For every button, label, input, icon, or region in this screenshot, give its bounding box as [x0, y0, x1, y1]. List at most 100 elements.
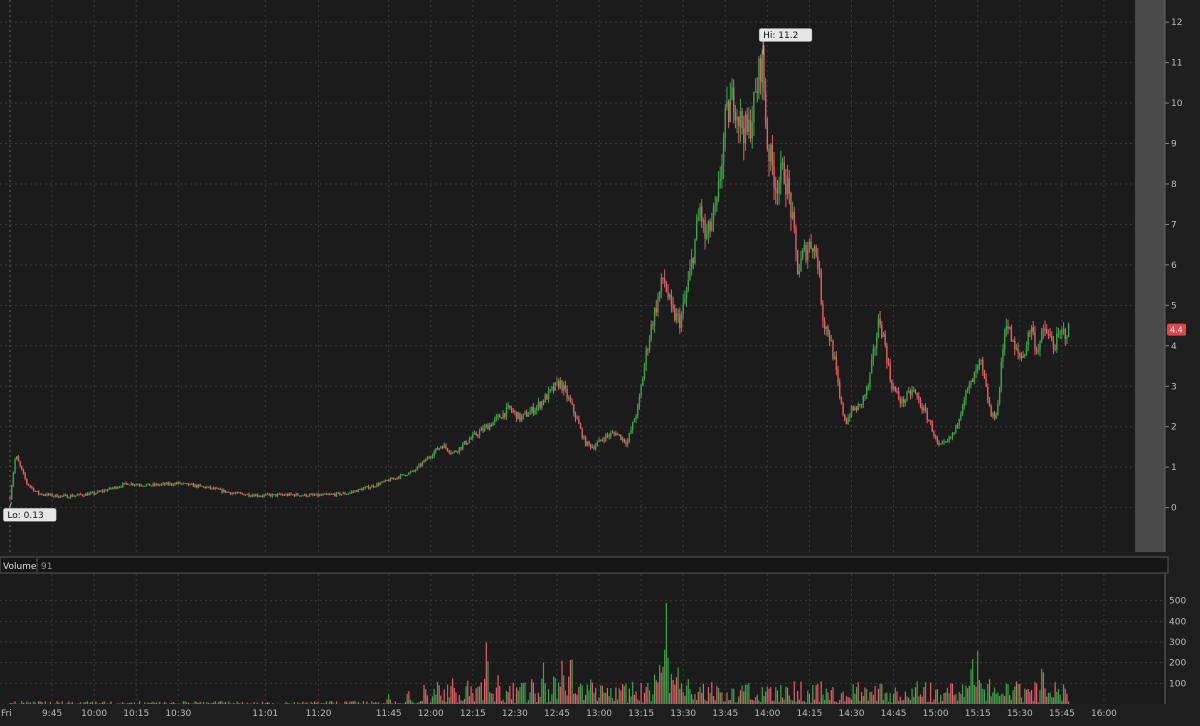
volume-bar — [423, 684, 425, 704]
candle-body — [916, 393, 918, 397]
candle-body — [451, 452, 454, 454]
volume-bar — [334, 703, 336, 705]
volume-bar — [628, 688, 630, 704]
candle-body — [724, 107, 726, 138]
candle-body — [754, 91, 757, 93]
candle-body — [386, 479, 388, 481]
volume-bar — [970, 669, 972, 704]
volume-bar — [633, 694, 635, 704]
volume-bar — [926, 701, 928, 704]
candle-body — [148, 483, 151, 486]
candle-body — [32, 487, 35, 491]
candle-body — [164, 483, 166, 485]
candle-body — [463, 441, 466, 445]
candle-body — [460, 447, 462, 449]
volume-bar — [500, 701, 503, 704]
candle-body — [630, 430, 632, 434]
volume-bar — [564, 690, 566, 704]
candle-body — [1019, 352, 1021, 356]
volume-bar — [248, 703, 250, 705]
candle-body — [951, 433, 954, 438]
candle-body — [229, 492, 232, 495]
volume-bar — [445, 701, 447, 704]
candle-body — [759, 58, 762, 82]
low-label-box — [3, 508, 57, 522]
volume-bar — [1017, 683, 1019, 704]
candle-body — [317, 493, 319, 497]
price-scrollbar[interactable] — [1135, 0, 1165, 552]
candle-body — [719, 178, 721, 182]
candle-body — [601, 439, 604, 441]
volume-bar — [760, 702, 762, 704]
volume-bar — [566, 695, 568, 704]
volume-bar — [231, 703, 233, 705]
volume-bar — [766, 686, 768, 704]
volume-bar — [436, 681, 439, 704]
time-tick-label: 11:20 — [306, 709, 332, 719]
candle-body — [66, 494, 68, 498]
candle-body — [256, 494, 259, 497]
candle-body — [652, 324, 654, 326]
candle-body — [374, 486, 376, 488]
candle-body — [655, 308, 657, 313]
candle-body — [1054, 348, 1056, 350]
volume-bar — [453, 687, 455, 704]
candle-body — [416, 466, 418, 470]
candle-body — [867, 386, 870, 388]
candle-body — [433, 451, 435, 456]
volume-bar — [288, 703, 290, 704]
candle-body — [788, 178, 790, 194]
candle-body — [308, 494, 311, 497]
volume-bar — [946, 687, 949, 704]
candle-body — [340, 494, 343, 496]
volume-bar — [209, 703, 211, 705]
candle-body — [793, 212, 795, 228]
candle-body — [419, 464, 422, 466]
volume-bar — [586, 684, 588, 704]
candle-body — [552, 386, 555, 391]
volume-bar — [53, 703, 55, 705]
volume-bar — [150, 702, 152, 704]
volume-bar — [739, 690, 742, 704]
candle-body — [468, 439, 471, 443]
volume-bar — [866, 688, 868, 704]
candle-body — [891, 380, 893, 390]
volume-bar — [916, 681, 918, 704]
candle-body — [260, 495, 262, 497]
volume-bar — [546, 702, 548, 704]
candle-body — [207, 486, 210, 488]
volume-bar — [899, 696, 901, 704]
time-tick-label: 10:15 — [123, 709, 149, 719]
candle-body — [702, 219, 705, 222]
volume-bar — [1004, 696, 1006, 704]
volume-bar — [519, 687, 521, 704]
volume-tick-label: 300 — [1169, 638, 1186, 648]
volume-bar — [660, 672, 662, 704]
candle-body — [997, 403, 999, 416]
candle-body — [808, 241, 811, 250]
candle-body — [332, 493, 334, 495]
volume-bar — [785, 686, 787, 704]
volume-bar — [229, 703, 232, 704]
volume-bar — [234, 703, 237, 705]
volume-bar — [431, 696, 434, 704]
candle-body — [615, 433, 617, 436]
volume-bar — [559, 686, 561, 704]
candle-body — [756, 91, 758, 93]
candle-body — [64, 494, 67, 496]
volume-bar — [157, 703, 159, 705]
volume-bar — [526, 702, 528, 704]
volume-bar — [1051, 697, 1053, 704]
volume-bar — [312, 702, 314, 704]
candle-body — [330, 493, 333, 495]
candle-body — [563, 385, 565, 392]
candle-body — [966, 388, 969, 391]
volume-bar — [906, 696, 908, 704]
candle-body — [344, 492, 346, 495]
candle-body — [576, 418, 578, 420]
candle-body — [643, 365, 646, 379]
candle-body — [623, 438, 625, 443]
last-price-box — [1167, 323, 1186, 336]
volume-bar — [647, 682, 649, 704]
candle-body — [771, 144, 774, 166]
